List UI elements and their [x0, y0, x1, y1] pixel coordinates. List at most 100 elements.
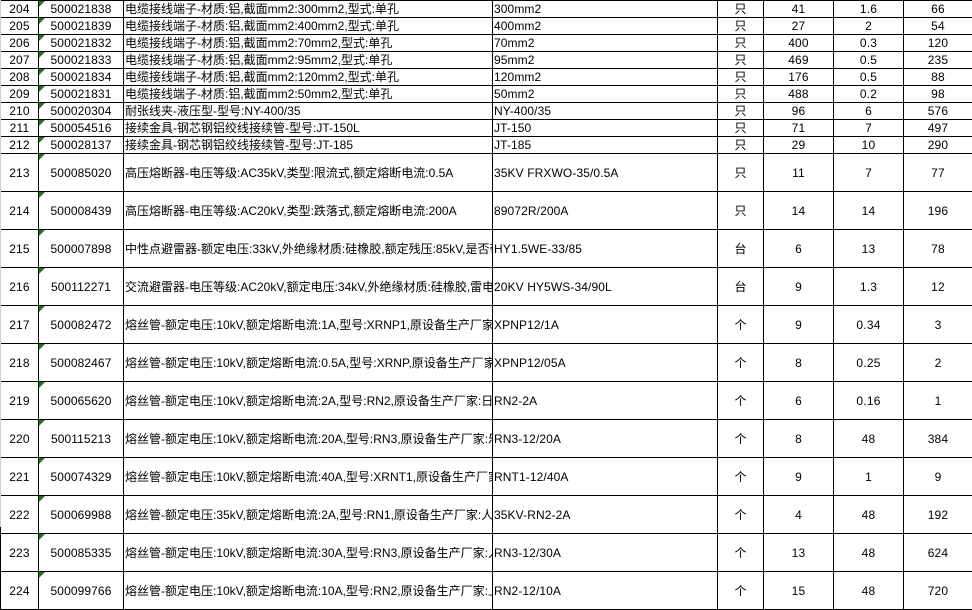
cell-specification[interactable]: NY-400/35	[493, 103, 718, 120]
cell-specification[interactable]: 50mm2	[493, 86, 718, 103]
cell-quantity[interactable]: 9	[764, 268, 834, 306]
cell-amount[interactable]: 497	[904, 120, 972, 137]
cell-row-index[interactable]: 204	[1, 1, 39, 18]
cell-material-code[interactable]: 500099766	[39, 572, 124, 610]
cell-material-description[interactable]: 熔丝管-额定电压:35kV,额定熔断电流:2A,型号:RN1,原设备生产厂家:人…	[124, 496, 493, 534]
cell-unit-price[interactable]: 7	[834, 120, 904, 137]
cell-specification[interactable]: RN3-12/30A	[493, 534, 718, 572]
cell-amount[interactable]: 196	[904, 192, 972, 230]
cell-unit[interactable]: 个	[718, 382, 764, 420]
cell-quantity[interactable]: 41	[764, 1, 834, 18]
cell-unit-price[interactable]: 48	[834, 534, 904, 572]
cell-amount[interactable]: 54	[904, 18, 972, 35]
cell-quantity[interactable]: 8	[764, 344, 834, 382]
cell-material-description[interactable]: 熔丝管-额定电压:10kV,额定熔断电流:2A,型号:RN2,原设备生产厂家:日…	[124, 382, 493, 420]
cell-amount[interactable]: 2	[904, 344, 972, 382]
cell-unit-price[interactable]: 0.3	[834, 35, 904, 52]
cell-quantity[interactable]: 27	[764, 18, 834, 35]
cell-unit-price[interactable]: 14	[834, 192, 904, 230]
cell-quantity[interactable]: 400	[764, 35, 834, 52]
cell-unit-price[interactable]: 48	[834, 496, 904, 534]
cell-material-code[interactable]: 500082472	[39, 306, 124, 344]
cell-material-code[interactable]: 500069988	[39, 496, 124, 534]
cell-specification[interactable]: 400mm2	[493, 18, 718, 35]
cell-row-index[interactable]: 214	[1, 192, 39, 230]
cell-material-description[interactable]: 交流避雷器-电压等级:AC20kV,额定电压:34kV,外绝缘材质:硅橡胶,雷电…	[124, 268, 493, 306]
cell-quantity[interactable]: 6	[764, 230, 834, 268]
cell-row-index[interactable]: 206	[1, 35, 39, 52]
cell-row-index[interactable]: 210	[1, 103, 39, 120]
cell-material-description[interactable]: 接续金具-钢芯钢铝绞线接续管-型号:JT-150L	[124, 120, 493, 137]
cell-material-description[interactable]: 熔丝管-额定电压:10kV,额定熔断电流:20A,型号:RN3,原设备生产厂家:…	[124, 420, 493, 458]
cell-unit-price[interactable]: 1	[834, 458, 904, 496]
cell-unit[interactable]: 个	[718, 534, 764, 572]
cell-specification[interactable]: 35KV-RN2-2A	[493, 496, 718, 534]
cell-specification[interactable]: JT-150	[493, 120, 718, 137]
cell-amount[interactable]: 12	[904, 268, 972, 306]
cell-unit[interactable]: 个	[718, 420, 764, 458]
cell-row-index[interactable]: 217	[1, 306, 39, 344]
cell-material-description[interactable]: 熔丝管-额定电压:10kV,额定熔断电流:10A,型号:RN2,原设备生产厂家:…	[124, 572, 493, 610]
cell-material-description[interactable]: 电缆接线端子-材质:铝,截面mm2:400mm2,型式:单孔	[124, 18, 493, 35]
cell-material-code[interactable]: 500085335	[39, 534, 124, 572]
cell-row-index[interactable]: 216	[1, 268, 39, 306]
cell-unit[interactable]: 只	[718, 69, 764, 86]
cell-material-code[interactable]: 500065620	[39, 382, 124, 420]
cell-material-description[interactable]: 熔丝管-额定电压:10kV,额定熔断电流:30A,型号:RN3,原设备生产厂家:…	[124, 534, 493, 572]
cell-specification[interactable]: RN2-2A	[493, 382, 718, 420]
cell-quantity[interactable]: 6	[764, 382, 834, 420]
cell-row-index[interactable]: 209	[1, 86, 39, 103]
cell-row-index[interactable]: 221	[1, 458, 39, 496]
cell-amount[interactable]: 235	[904, 52, 972, 69]
cell-material-code[interactable]: 500021832	[39, 35, 124, 52]
cell-material-description[interactable]: 电缆接线端子-材质:铝,截面mm2:70mm2,型式:单孔	[124, 35, 493, 52]
cell-quantity[interactable]: 488	[764, 86, 834, 103]
cell-material-description[interactable]: 电缆接线端子-材质:铝,截面mm2:50mm2,型式:单孔	[124, 86, 493, 103]
cell-specification[interactable]: HY1.5WE-33/85	[493, 230, 718, 268]
cell-unit-price[interactable]: 0.16	[834, 382, 904, 420]
cell-material-description[interactable]: 电缆接线端子-材质:铝,截面mm2:120mm2,型式:单孔	[124, 69, 493, 86]
cell-row-index[interactable]: 223	[1, 534, 39, 572]
cell-material-description[interactable]: 熔丝管-额定电压:10kV,额定熔断电流:40A,型号:XRNT1,原设备生产厂…	[124, 458, 493, 496]
cell-unit[interactable]: 只	[718, 18, 764, 35]
cell-unit-price[interactable]: 48	[834, 572, 904, 610]
cell-specification[interactable]: XPNP12/05A	[493, 344, 718, 382]
cell-unit-price[interactable]: 0.34	[834, 306, 904, 344]
cell-row-index[interactable]: 222	[1, 496, 39, 534]
cell-material-code[interactable]: 500021831	[39, 86, 124, 103]
cell-unit-price[interactable]: 0.2	[834, 86, 904, 103]
cell-amount[interactable]: 77	[904, 154, 972, 192]
cell-quantity[interactable]: 14	[764, 192, 834, 230]
cell-unit[interactable]: 只	[718, 192, 764, 230]
cell-quantity[interactable]: 96	[764, 103, 834, 120]
cell-specification[interactable]: 120mm2	[493, 69, 718, 86]
cell-amount[interactable]: 720	[904, 572, 972, 610]
cell-row-index[interactable]: 208	[1, 69, 39, 86]
cell-material-code[interactable]: 500020304	[39, 103, 124, 120]
cell-material-code[interactable]: 500021839	[39, 18, 124, 35]
cell-unit[interactable]: 个	[718, 572, 764, 610]
cell-amount[interactable]: 98	[904, 86, 972, 103]
cell-unit[interactable]: 只	[718, 137, 764, 154]
cell-material-description[interactable]: 电缆接线端子-材质:铝,截面mm2:300mm2,型式:单孔	[124, 1, 493, 18]
cell-unit[interactable]: 只	[718, 1, 764, 18]
cell-material-code[interactable]: 500112271	[39, 268, 124, 306]
cell-row-index[interactable]: 220	[1, 420, 39, 458]
cell-amount[interactable]: 384	[904, 420, 972, 458]
cell-quantity[interactable]: 13	[764, 534, 834, 572]
cell-quantity[interactable]: 8	[764, 420, 834, 458]
cell-row-index[interactable]: 205	[1, 18, 39, 35]
cell-material-code[interactable]: 500021833	[39, 52, 124, 69]
cell-quantity[interactable]: 29	[764, 137, 834, 154]
cell-quantity[interactable]: 4	[764, 496, 834, 534]
